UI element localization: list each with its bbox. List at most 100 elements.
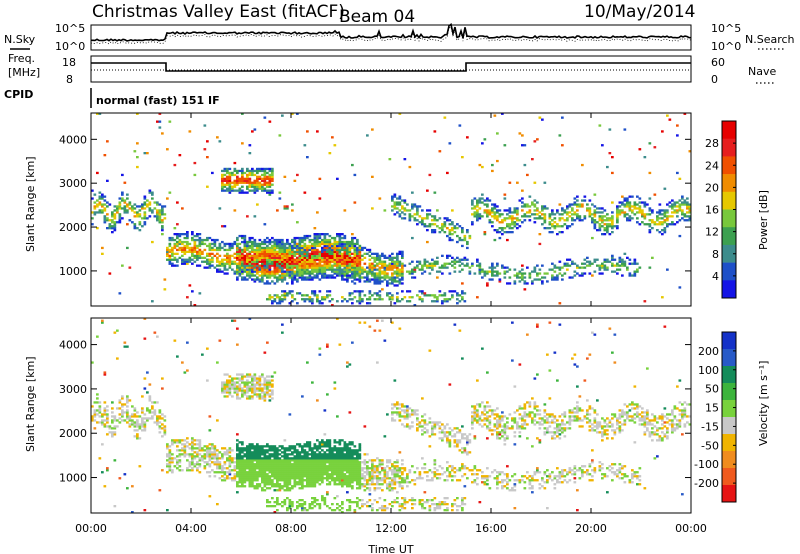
heatmap-cell bbox=[311, 503, 314, 506]
heatmap-cell bbox=[271, 262, 274, 265]
heatmap-cell bbox=[316, 252, 319, 255]
heatmap-cell bbox=[281, 264, 284, 267]
heatmap-cell bbox=[166, 248, 169, 252]
heatmap-cell bbox=[433, 229, 437, 232]
heatmap-cell bbox=[193, 451, 197, 454]
heatmap-cell bbox=[346, 274, 349, 277]
heatmap-cell bbox=[151, 411, 154, 414]
heatmap-cell bbox=[433, 262, 437, 265]
heatmap-cell bbox=[273, 457, 277, 460]
heatmap-cell bbox=[258, 246, 262, 250]
heatmap-cell bbox=[328, 240, 332, 244]
heatmap-cell bbox=[236, 491, 239, 494]
heatmap-cell bbox=[263, 250, 267, 253]
heatmap-cell bbox=[176, 233, 179, 236]
heatmap-cell bbox=[338, 250, 342, 253]
heatmap-cell bbox=[403, 296, 407, 299]
heatmap-cell bbox=[158, 213, 162, 216]
heatmap-cell bbox=[618, 211, 622, 214]
heatmap-cell bbox=[341, 477, 344, 480]
heatmap-cell bbox=[228, 469, 232, 472]
heatmap-cell bbox=[148, 207, 152, 210]
heatmap-cell bbox=[303, 272, 307, 275]
heatmap-cell bbox=[513, 223, 517, 226]
heatmap-cell bbox=[348, 258, 352, 261]
heatmap-cell bbox=[108, 227, 112, 230]
heatmap-cell bbox=[651, 209, 654, 212]
heatmap-cell bbox=[268, 457, 272, 460]
heatmap-cell bbox=[373, 292, 377, 295]
heatmap-cell bbox=[343, 473, 347, 476]
heatmap-cell bbox=[378, 270, 382, 273]
heatmap-cell bbox=[318, 459, 322, 462]
heatmap-cell bbox=[376, 252, 379, 255]
heatmap-cell bbox=[268, 179, 272, 182]
heatmap-cell bbox=[256, 457, 259, 460]
heatmap-cell bbox=[253, 447, 257, 450]
heatmap-cell bbox=[486, 282, 489, 285]
heatmap-cell bbox=[331, 473, 334, 476]
heatmap-cell bbox=[238, 274, 242, 277]
heatmap-cell bbox=[136, 213, 139, 216]
heatmap-cell bbox=[451, 294, 454, 297]
heatmap-cell bbox=[373, 256, 377, 259]
heatmap-cell bbox=[441, 266, 444, 269]
heatmap-cell bbox=[323, 459, 327, 462]
heatmap-cell bbox=[318, 258, 322, 261]
heatmap-cell bbox=[158, 211, 162, 214]
heatmap-cell bbox=[616, 227, 619, 230]
heatmap-cell bbox=[368, 272, 372, 275]
colorbar-segment bbox=[722, 244, 736, 263]
heatmap-cell bbox=[238, 469, 242, 472]
heatmap-cell bbox=[336, 479, 339, 482]
heatmap-cell bbox=[191, 449, 194, 452]
heatmap-cell bbox=[263, 471, 267, 474]
heatmap-cell bbox=[228, 477, 232, 480]
heatmap-cell bbox=[323, 445, 327, 448]
heatmap-cell bbox=[211, 453, 214, 456]
heatmap-cell bbox=[416, 223, 419, 226]
heatmap-cell bbox=[251, 471, 254, 474]
heatmap-cell bbox=[346, 244, 349, 248]
heatmap-cell bbox=[343, 483, 347, 486]
heatmap-cell bbox=[293, 252, 297, 255]
heatmap-cell bbox=[291, 270, 294, 273]
heatmap-cell bbox=[221, 453, 224, 456]
heatmap-cell bbox=[118, 197, 122, 200]
heatmap-cell bbox=[186, 234, 189, 238]
heatmap-cell bbox=[271, 445, 274, 448]
heatmap-cell bbox=[233, 391, 237, 394]
heatmap-cell bbox=[236, 387, 239, 390]
heatmap-cell bbox=[361, 248, 364, 252]
heatmap-cell bbox=[148, 417, 152, 420]
heatmap-cell bbox=[233, 457, 237, 460]
heatmap-cell bbox=[533, 199, 537, 202]
heatmap-cell bbox=[316, 471, 319, 474]
heatmap-cell bbox=[368, 262, 372, 265]
heatmap-cell bbox=[416, 213, 419, 216]
heatmap-cell bbox=[226, 167, 229, 171]
heatmap-cell bbox=[251, 246, 254, 250]
heatmap-cell bbox=[338, 248, 342, 252]
heatmap-cell bbox=[333, 240, 337, 244]
heatmap-cell bbox=[113, 217, 117, 220]
heatmap-cell bbox=[306, 258, 309, 261]
heatmap-cell bbox=[513, 274, 517, 277]
heatmap-cell bbox=[238, 268, 242, 271]
heatmap-cell bbox=[553, 225, 557, 228]
heatmap-cell bbox=[268, 252, 272, 255]
heatmap-cell bbox=[156, 203, 159, 206]
heatmap-cell bbox=[313, 447, 317, 450]
heatmap-cell bbox=[246, 242, 249, 246]
heatmap-cell bbox=[238, 246, 242, 250]
heatmap-cell bbox=[533, 181, 537, 184]
heatmap-cell bbox=[266, 181, 269, 184]
heatmap-cell bbox=[381, 254, 384, 257]
heatmap-cell bbox=[356, 250, 359, 253]
heatmap-cell bbox=[643, 223, 647, 226]
heatmap-cell bbox=[681, 217, 684, 220]
heatmap-cell bbox=[288, 447, 292, 450]
heatmap-cell bbox=[93, 201, 97, 204]
heatmap-cell bbox=[228, 451, 232, 454]
heatmap-cell bbox=[261, 187, 264, 190]
